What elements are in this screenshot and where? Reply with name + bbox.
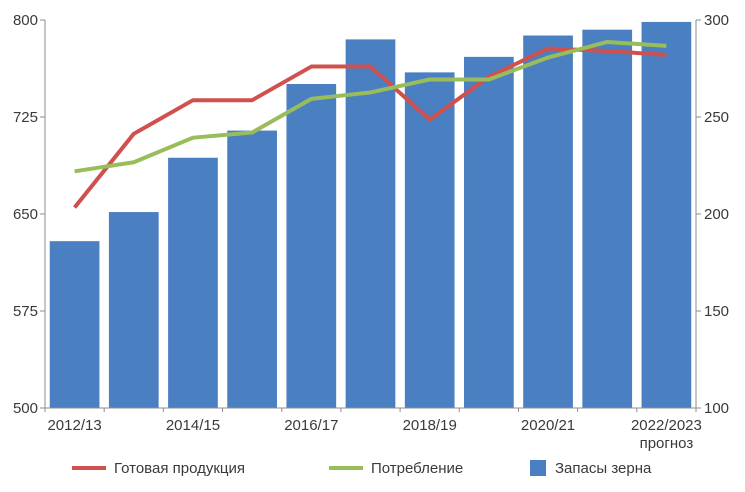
left-tick-label: 650 xyxy=(13,206,38,223)
x-tick-label: 2020/21 xyxy=(521,417,575,434)
right-tick-label: 150 xyxy=(704,303,729,320)
legend-label: Потребление xyxy=(371,460,463,477)
left-tick-label: 725 xyxy=(13,109,38,126)
series-line-1 xyxy=(73,46,667,209)
x-tick-label: 2018/19 xyxy=(403,417,457,434)
bar-2013/14 xyxy=(108,212,159,408)
right-tick-label: 250 xyxy=(704,109,729,126)
left-tick-label: 500 xyxy=(13,400,38,417)
legend-label: Готовая продукция xyxy=(114,460,245,477)
left-tick-label: 575 xyxy=(13,303,38,320)
bar-2019/20 xyxy=(464,56,514,409)
right-tick-label: 100 xyxy=(704,400,729,417)
series-line-2 xyxy=(74,39,667,174)
bar-2018/19 xyxy=(404,72,455,408)
x-tick-label: 2022/2023 прогноз xyxy=(631,417,702,452)
axes-layer: 500 575 650 725 800 100 150 200 250 300 2012/13 201… xyxy=(13,12,729,452)
legend-label: Запасы зерна xyxy=(555,460,652,477)
right-tick-label: 300 xyxy=(704,12,729,29)
x-tick-label: 2016/17 xyxy=(284,417,338,434)
right-tick-label: 200 xyxy=(704,206,729,223)
bars-layer xyxy=(49,21,692,409)
bar-2022/2023 xyxy=(641,21,692,408)
bar-2020/21 xyxy=(523,35,573,409)
bar-2016/17 xyxy=(286,84,337,409)
bar-2021/22 xyxy=(582,29,633,408)
bar-2012/13 xyxy=(49,241,100,408)
x-tick-label: 2014/15 xyxy=(166,417,220,434)
x-tick-label: 2012/13 xyxy=(47,417,101,434)
legend: Готовая продукция Потребление Запасы зерна xyxy=(72,460,652,477)
bar-2017/18 xyxy=(345,39,396,409)
lines-layer xyxy=(73,39,667,209)
legend-swatch xyxy=(530,460,546,476)
left-tick-label: 800 xyxy=(13,12,38,29)
bar-2015/16 xyxy=(227,130,277,408)
bar-2014/15 xyxy=(168,157,218,408)
